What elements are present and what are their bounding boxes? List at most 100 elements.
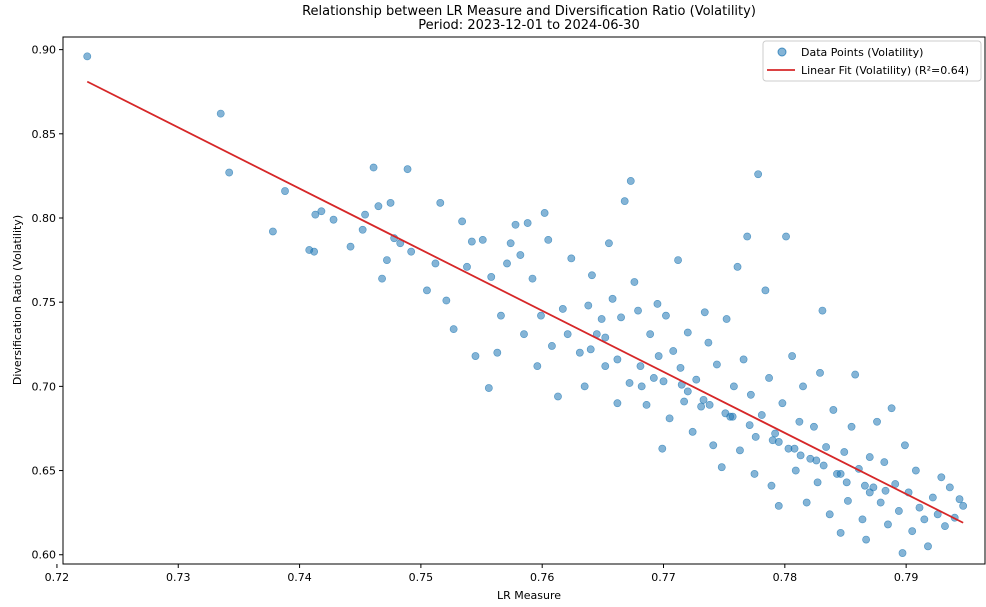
data-point: [721, 409, 730, 418]
data-point: [884, 520, 892, 529]
x-axis-label: LR Measure: [497, 589, 561, 602]
data-point: [898, 549, 907, 557]
x-tick-label: 0.76: [530, 571, 555, 584]
data-point: [467, 237, 476, 246]
data-point: [654, 352, 663, 360]
data-point: [642, 400, 651, 409]
data-point: [463, 262, 471, 271]
data-point: [544, 235, 553, 244]
data-point: [865, 453, 874, 461]
data-point: [680, 397, 689, 406]
data-point: [458, 217, 467, 226]
data-point: [588, 271, 596, 280]
data-point: [540, 209, 549, 217]
data-point: [584, 301, 593, 310]
data-point: [329, 215, 338, 224]
data-point: [746, 390, 755, 399]
data-point: [383, 256, 391, 264]
data-point: [819, 461, 828, 470]
data-point: [487, 273, 496, 281]
data-point: [880, 458, 889, 467]
data-point: [799, 382, 807, 391]
data-point: [653, 299, 662, 308]
data-point: [658, 444, 667, 453]
data-point: [567, 254, 576, 263]
data-point: [586, 345, 595, 354]
data-point: [311, 210, 320, 219]
data-point: [813, 478, 822, 487]
data-point: [669, 347, 678, 355]
data-point: [310, 247, 319, 256]
data-point: [281, 187, 289, 195]
plot-area-frame: [62, 36, 986, 565]
legend-marker-points: [777, 47, 787, 57]
y-tick-label: 0.90: [32, 44, 57, 57]
data-point: [646, 330, 655, 339]
x-tick-label: 0.75: [409, 571, 434, 584]
data-point: [733, 262, 742, 271]
data-point: [506, 239, 515, 248]
data-point: [876, 498, 885, 507]
data-point: [728, 412, 737, 421]
data-point: [665, 414, 674, 423]
data-point: [528, 274, 537, 283]
data-point: [840, 448, 849, 456]
linear-fit-line: [86, 80, 964, 524]
data-point: [795, 417, 804, 426]
data-point: [778, 399, 787, 408]
legend-label-points: Data Points (Volatility): [801, 46, 923, 59]
data-point: [511, 220, 520, 229]
data-point: [601, 362, 610, 371]
legend: Data Points (Volatility) Linear Fit (Vol…: [762, 40, 982, 82]
data-point: [613, 399, 622, 408]
data-point: [709, 441, 718, 450]
data-point: [216, 109, 225, 118]
data-point: [729, 382, 738, 391]
y-tick-label: 0.85: [32, 128, 57, 141]
legend-label-fit-line: Linear Fit (Volatility) (R²=0.64): [801, 64, 969, 77]
data-point: [765, 374, 773, 382]
data-point: [788, 352, 797, 360]
data-point: [659, 377, 668, 386]
data-point: [941, 522, 949, 531]
x-axis-ticks: 0.72 0.73 0.74 0.75 0.76 0.77 0.78 0.79: [45, 564, 918, 584]
data-point: [407, 247, 416, 256]
data-point: [676, 363, 685, 372]
data-point: [722, 315, 731, 323]
data-point: [692, 375, 701, 384]
data-point: [478, 235, 487, 244]
data-point: [771, 429, 780, 438]
data-point: [865, 488, 874, 497]
data-point: [697, 402, 706, 411]
data-point: [346, 242, 355, 251]
data-point: [613, 355, 622, 364]
data-point: [754, 170, 763, 179]
data-point: [816, 368, 824, 377]
data-point: [911, 466, 920, 475]
data-point: [739, 355, 748, 364]
data-point: [563, 330, 572, 339]
data-point: [736, 446, 744, 455]
data-point: [649, 374, 658, 382]
data-point: [374, 202, 383, 211]
data-point: [881, 486, 890, 495]
chart-subtitle: Period: 2023-12-01 to 2024-06-30: [418, 18, 639, 33]
data-point: [580, 382, 589, 391]
data-point: [503, 259, 511, 268]
x-tick-label: 0.77: [651, 571, 676, 584]
data-point: [847, 422, 856, 431]
y-axis-label: Diversification Ratio (Volatility): [11, 215, 24, 385]
data-point: [449, 325, 458, 334]
data-point: [818, 306, 827, 315]
data-point: [484, 384, 493, 392]
data-point: [717, 463, 726, 472]
data-point: [937, 473, 946, 482]
data-point: [617, 313, 625, 322]
data-point: [873, 417, 881, 426]
data-point: [924, 542, 932, 551]
data-point: [537, 311, 545, 320]
y-tick-label: 0.80: [32, 212, 57, 225]
data-point: [636, 362, 645, 371]
data-point: [743, 232, 752, 241]
